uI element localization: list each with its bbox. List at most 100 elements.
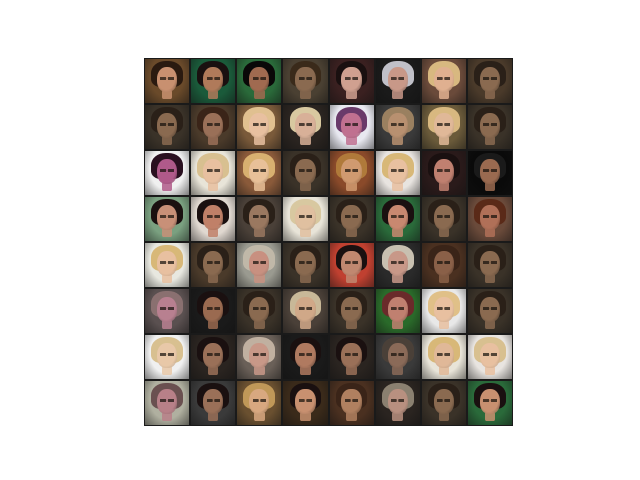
face-tile <box>145 105 190 149</box>
face-tile <box>237 335 282 379</box>
eyes-shape <box>206 261 220 264</box>
eyes-shape <box>252 215 266 218</box>
eyes-shape <box>391 261 405 264</box>
eyes-shape <box>298 399 313 402</box>
face-shape <box>295 66 316 93</box>
face-tile <box>467 151 512 195</box>
face-shape <box>295 342 316 369</box>
neck-shape <box>254 319 265 330</box>
face-tile <box>283 289 328 333</box>
eyes-shape <box>206 123 220 126</box>
face-shape <box>479 342 501 369</box>
neck-shape <box>300 181 311 192</box>
neck-shape <box>254 411 265 422</box>
neck-shape <box>484 365 496 376</box>
eyes-shape <box>344 353 359 356</box>
neck-shape <box>346 135 357 146</box>
eyes-shape <box>483 399 497 402</box>
eyes-shape <box>391 77 405 80</box>
eyes-shape <box>206 353 220 356</box>
face-shape <box>249 250 270 277</box>
face-tile <box>283 381 328 425</box>
face-tile <box>421 381 466 425</box>
face-tile <box>329 197 374 241</box>
face-shape <box>203 388 224 415</box>
face-tile <box>191 243 236 287</box>
eyes-shape <box>483 261 497 264</box>
face-tile <box>329 105 374 149</box>
face-tile <box>375 151 420 195</box>
face-shape <box>433 112 454 139</box>
face-tile <box>467 197 512 241</box>
eyes-shape <box>437 399 451 402</box>
face-shape <box>387 158 408 185</box>
face-tile <box>191 335 236 379</box>
face-tile <box>421 197 466 241</box>
face-shape <box>433 296 454 323</box>
face-shape <box>387 204 408 231</box>
eyes-shape <box>391 399 405 402</box>
eyes-shape <box>252 123 266 126</box>
neck-shape <box>346 365 357 376</box>
face-shape <box>387 388 408 415</box>
neck-shape <box>254 273 265 284</box>
neck-shape <box>438 273 450 284</box>
face-shape <box>295 388 316 415</box>
face-tile <box>145 151 190 195</box>
neck-shape <box>392 273 403 284</box>
face-tile <box>191 59 236 103</box>
face-shape <box>203 158 224 185</box>
neck-shape <box>392 411 403 422</box>
neck-shape <box>438 135 450 146</box>
neck-shape <box>346 89 357 100</box>
face-shape <box>479 250 501 277</box>
neck-shape <box>207 273 219 284</box>
face-tile <box>375 59 420 103</box>
neck-shape <box>161 365 173 376</box>
face-shape <box>341 66 362 93</box>
face-shape <box>156 388 178 415</box>
face-shape <box>295 158 316 185</box>
neck-shape <box>161 273 173 284</box>
face-tile <box>375 197 420 241</box>
face-shape <box>203 66 224 93</box>
neck-shape <box>484 411 496 422</box>
eyes-shape <box>483 77 497 80</box>
face-shape <box>341 250 362 277</box>
face-shape <box>387 66 408 93</box>
face-shape <box>156 204 178 231</box>
neck-shape <box>300 365 311 376</box>
face-shape <box>295 112 316 139</box>
face-tile <box>329 243 374 287</box>
face-shape <box>156 296 178 323</box>
neck-shape <box>161 227 173 238</box>
eyes-shape <box>298 123 313 126</box>
face-tile <box>421 335 466 379</box>
eyes-shape <box>344 123 359 126</box>
neck-shape <box>207 319 219 330</box>
face-tile <box>467 243 512 287</box>
neck-shape <box>392 365 403 376</box>
face-tile <box>375 335 420 379</box>
face-shape <box>387 112 408 139</box>
face-shape <box>249 112 270 139</box>
face-tile <box>283 105 328 149</box>
face-tile <box>421 243 466 287</box>
neck-shape <box>438 227 450 238</box>
face-shape <box>479 296 501 323</box>
face-tile <box>237 381 282 425</box>
face-shape <box>203 250 224 277</box>
face-tile <box>237 59 282 103</box>
face-shape <box>433 388 454 415</box>
neck-shape <box>346 227 357 238</box>
neck-shape <box>207 135 219 146</box>
neck-shape <box>300 89 311 100</box>
face-tile <box>329 381 374 425</box>
eyes-shape <box>206 215 220 218</box>
face-tile <box>145 335 190 379</box>
neck-shape <box>438 365 450 376</box>
face-tile <box>421 289 466 333</box>
neck-shape <box>300 227 311 238</box>
face-tile <box>283 151 328 195</box>
eyes-shape <box>344 399 359 402</box>
